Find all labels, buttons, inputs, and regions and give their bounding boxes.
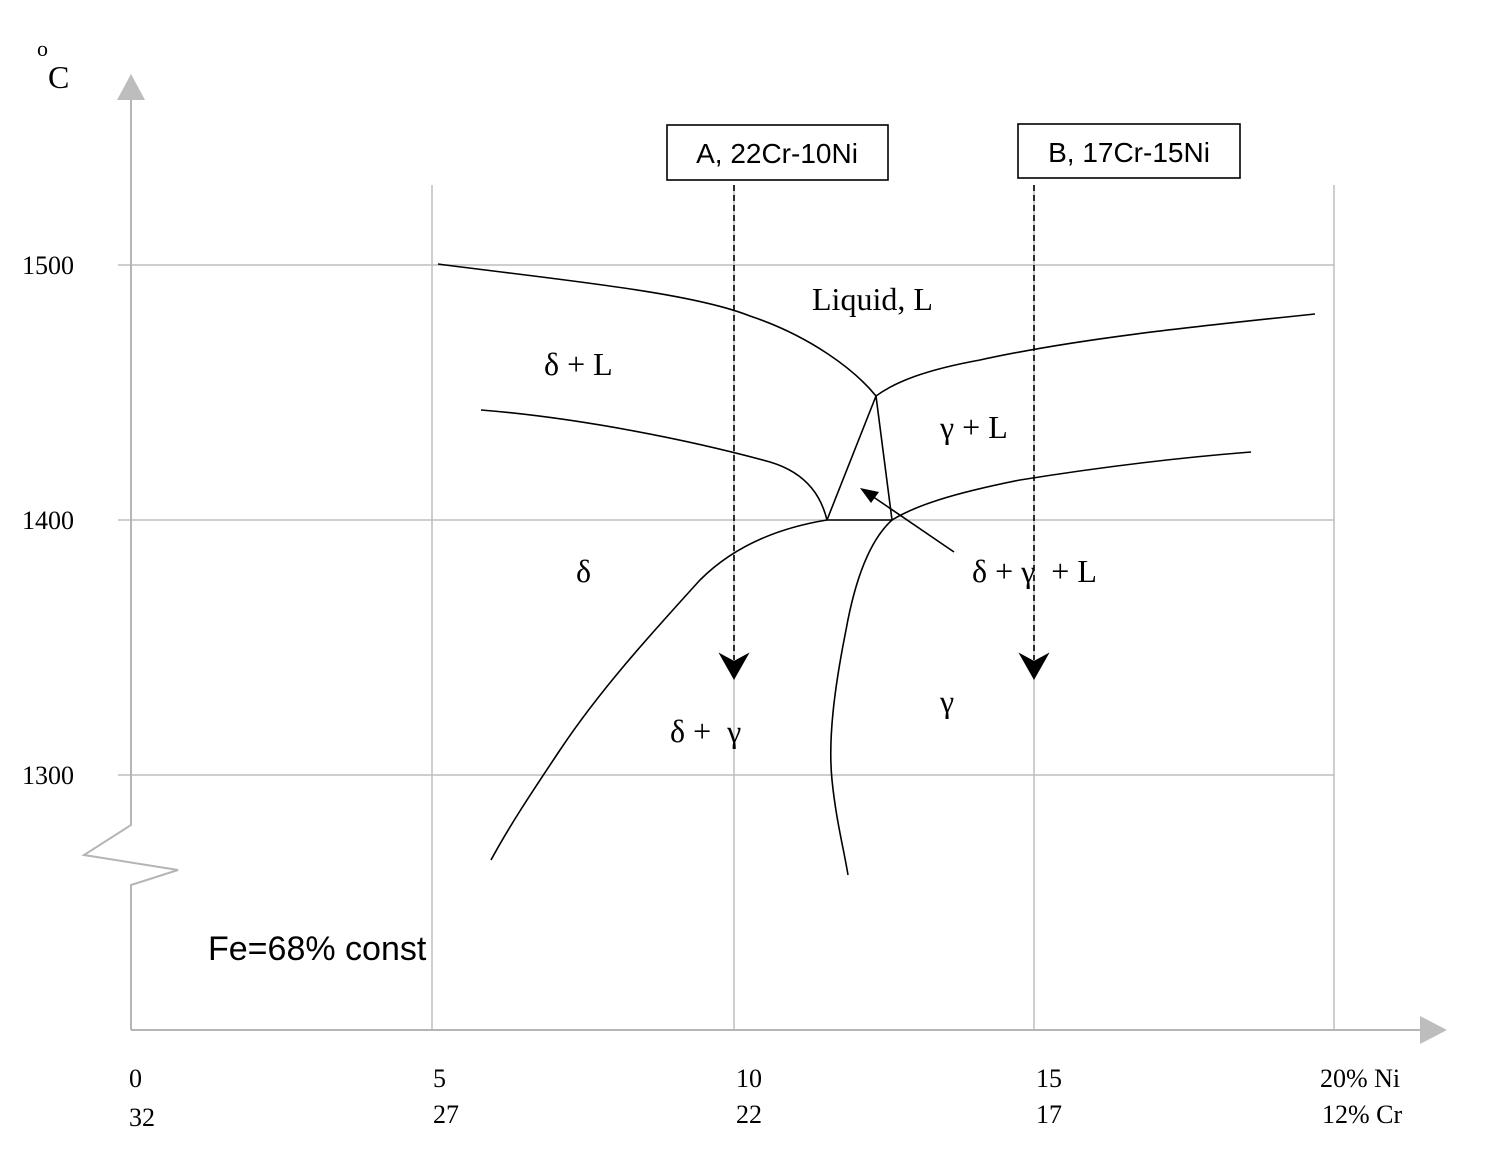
x-tick-ni-20: 20% Ni	[1320, 1064, 1400, 1093]
three-phase-triangle	[825, 395, 893, 521]
alloy-b-arrowhead	[1018, 652, 1050, 681]
y-axis	[81, 98, 179, 1030]
alloy-b-label-box	[1017, 123, 1241, 179]
liquidus-delta-boundary	[437, 263, 877, 397]
region-gamma-l-label: γ + L	[939, 409, 1008, 445]
alloy-a-label: A, 22Cr-10Ni	[696, 138, 858, 169]
three-phase-leader-arrowhead	[860, 488, 879, 503]
y-tick-1400: 1400	[22, 506, 74, 535]
region-gamma-label: γ	[939, 683, 954, 719]
region-liquid-label: Liquid, L	[812, 281, 933, 317]
liquidus-gamma-boundary	[875, 313, 1316, 397]
alloy-a-arrowhead	[718, 652, 750, 681]
x-axis-arrowhead	[1420, 1016, 1447, 1044]
delta-solidus-boundary	[480, 409, 828, 521]
gamma-solidus-boundary	[891, 451, 1252, 521]
three-phase-leader-line	[871, 495, 955, 553]
region-delta-gamma-l-label: δ + γ + L	[972, 553, 1097, 589]
x-tick-cr-22: 22	[736, 1100, 762, 1129]
y-axis-arrowhead	[117, 74, 145, 100]
x-tick-cr-17: 17	[1036, 1100, 1062, 1129]
x-tick-ni-0: 0	[129, 1064, 142, 1093]
x-tick-cr-32: 32	[129, 1103, 155, 1132]
y-tick-1300: 1300	[22, 761, 74, 790]
region-delta-gamma-label: δ + γ	[670, 713, 741, 749]
region-delta-label: δ	[576, 553, 591, 589]
alloy-b-label: B, 17Cr-15Ni	[1048, 137, 1210, 168]
alloy-a-label-box	[666, 124, 889, 181]
x-tick-ni-15: 15	[1036, 1064, 1062, 1093]
constant-iron-note: Fe=68% const	[208, 930, 427, 968]
x-tick-cr-12: 12% Cr	[1322, 1100, 1403, 1129]
y-unit-superscript: o	[37, 36, 48, 61]
x-tick-cr-27: 27	[433, 1100, 459, 1129]
y-tick-1500: 1500	[22, 251, 74, 280]
y-unit-label: C	[48, 59, 69, 95]
delta-solvus-boundary	[490, 519, 828, 861]
x-tick-ni-10: 10	[736, 1064, 762, 1093]
region-delta-l-label: δ + L	[544, 346, 613, 382]
x-tick-ni-5: 5	[433, 1064, 446, 1093]
gamma-solvus-boundary	[829, 519, 893, 876]
